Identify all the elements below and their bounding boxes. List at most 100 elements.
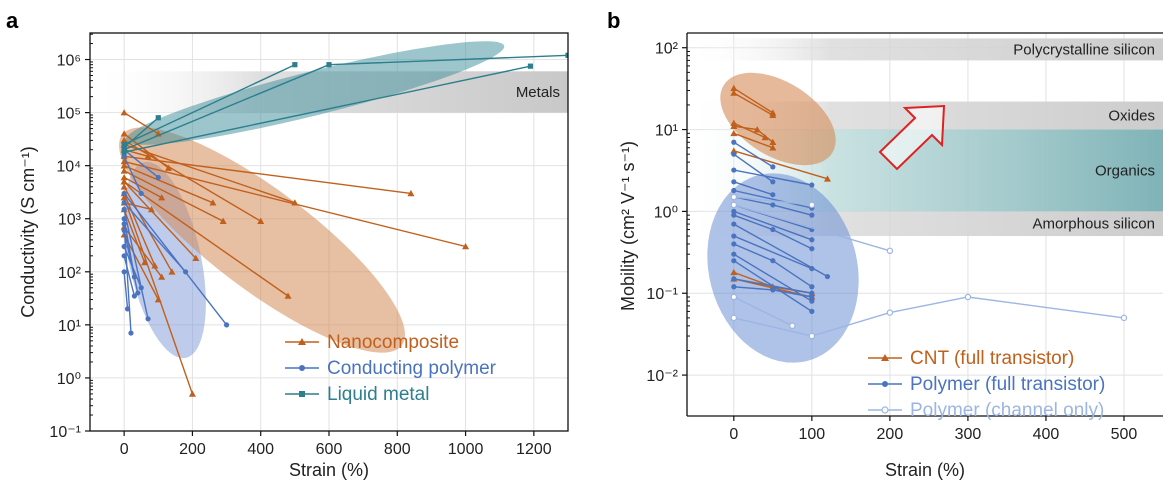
series-line — [123, 193, 156, 267]
data-point — [121, 200, 127, 206]
y-tick-label: 10² — [58, 265, 82, 282]
data-point — [809, 298, 815, 304]
series-line — [733, 87, 774, 114]
panel-b-mobility-chart: b Polycrystalline silicon Oxides Organics A… — [607, 8, 1163, 480]
series-line — [733, 122, 766, 139]
series-line — [123, 202, 187, 273]
series-line — [123, 234, 159, 300]
y-tick-label: 10⁰ — [57, 371, 81, 388]
y-tick-label: 10⁶ — [57, 53, 81, 70]
legend-item: Polymer (channel only) — [868, 400, 1104, 421]
data-point — [165, 164, 173, 171]
data-point — [128, 330, 134, 336]
data-point — [809, 290, 815, 296]
series-line — [123, 255, 136, 297]
series-line — [123, 209, 146, 263]
series-line — [733, 253, 813, 302]
series-line — [733, 196, 812, 206]
data-point — [145, 316, 151, 322]
x-tick-label: 800 — [384, 441, 411, 458]
data-point — [730, 84, 738, 92]
cnt-region — [720, 72, 836, 166]
data-point — [121, 149, 127, 155]
series-line — [733, 296, 793, 327]
series-line — [123, 149, 159, 178]
legend-label: Liquid metal — [327, 384, 429, 405]
data-point — [886, 247, 894, 255]
data-point — [155, 115, 161, 121]
data-point — [209, 199, 217, 206]
data-point — [121, 206, 127, 212]
series-line — [123, 181, 289, 297]
panel-a-y-axis-title: Conductivity (S cm⁻¹) — [18, 146, 38, 318]
legend-marker — [298, 338, 306, 345]
data-point — [121, 227, 127, 234]
data-point — [257, 217, 265, 224]
nanocomposite-region — [119, 127, 405, 353]
legend-marker — [299, 365, 305, 371]
legend-label: Conducting polymer — [327, 358, 497, 379]
data-point — [183, 269, 189, 275]
reference-band-polycrystalline-silicon — [687, 38, 1163, 61]
data-point — [769, 138, 777, 146]
data-point — [138, 285, 144, 291]
data-point — [886, 309, 894, 316]
data-point — [809, 237, 815, 243]
data-point — [121, 243, 127, 250]
series-line — [123, 139, 262, 222]
series-line — [123, 117, 159, 149]
data-point — [730, 89, 738, 96]
y-tick-label: 10⁻² — [646, 368, 678, 385]
data-point — [770, 258, 776, 264]
data-point — [731, 212, 737, 218]
panel-a-y-ticks: 10⁻¹ 10⁰ 10¹ 10² 10³ 10⁴ 10⁵ 10⁶ — [49, 53, 90, 441]
series-line — [733, 235, 813, 270]
series-line — [123, 143, 296, 204]
series-line — [123, 209, 149, 319]
legend-marker — [881, 406, 889, 414]
data-point — [462, 242, 470, 250]
data-point — [120, 109, 128, 116]
series-line — [123, 271, 129, 309]
data-point — [730, 122, 738, 129]
series-line — [733, 141, 774, 168]
data-point — [326, 62, 332, 68]
series-line — [123, 170, 224, 222]
series-line — [123, 223, 132, 334]
legend-item: Nanocomposite — [285, 332, 459, 353]
data-point — [769, 111, 777, 118]
liquid-metal-region — [125, 41, 505, 145]
legend-label: Polymer (channel only) — [910, 400, 1104, 421]
data-point — [761, 133, 769, 141]
series-line — [733, 169, 813, 186]
data-point — [121, 253, 127, 259]
data-point — [192, 254, 200, 262]
data-point — [731, 251, 737, 257]
reference-band-label: Polycrystalline silicon — [1013, 41, 1155, 58]
data-point — [120, 157, 128, 165]
data-point — [731, 284, 737, 290]
data-point — [731, 233, 737, 239]
data-point — [809, 246, 815, 252]
data-point — [121, 141, 127, 148]
y-tick-label: 10⁵ — [57, 106, 81, 123]
data-point — [731, 139, 737, 145]
panel-a-conductivity-chart: a Metals 0 200 400 600 800 1000 1200 10⁻¹10⁰10… — [6, 8, 569, 480]
data-point — [407, 189, 415, 197]
data-point — [120, 130, 128, 137]
data-point — [284, 292, 292, 299]
data-point — [158, 194, 166, 201]
panel-a-legend: Nanocomposite Conducting polymer Liquid me… — [285, 332, 497, 405]
data-point — [808, 201, 816, 209]
data-point — [731, 208, 737, 215]
panel-b-x-axis-title: Strain (%) — [885, 460, 965, 480]
legend-label: Nanocomposite — [327, 332, 459, 353]
data-point — [223, 322, 230, 328]
series-line — [123, 246, 142, 289]
series-line — [123, 197, 194, 395]
series-line — [123, 160, 466, 248]
data-point — [824, 273, 831, 280]
data-point — [731, 276, 737, 282]
x-tick-label: 500 — [1111, 426, 1138, 443]
data-point — [147, 205, 155, 213]
